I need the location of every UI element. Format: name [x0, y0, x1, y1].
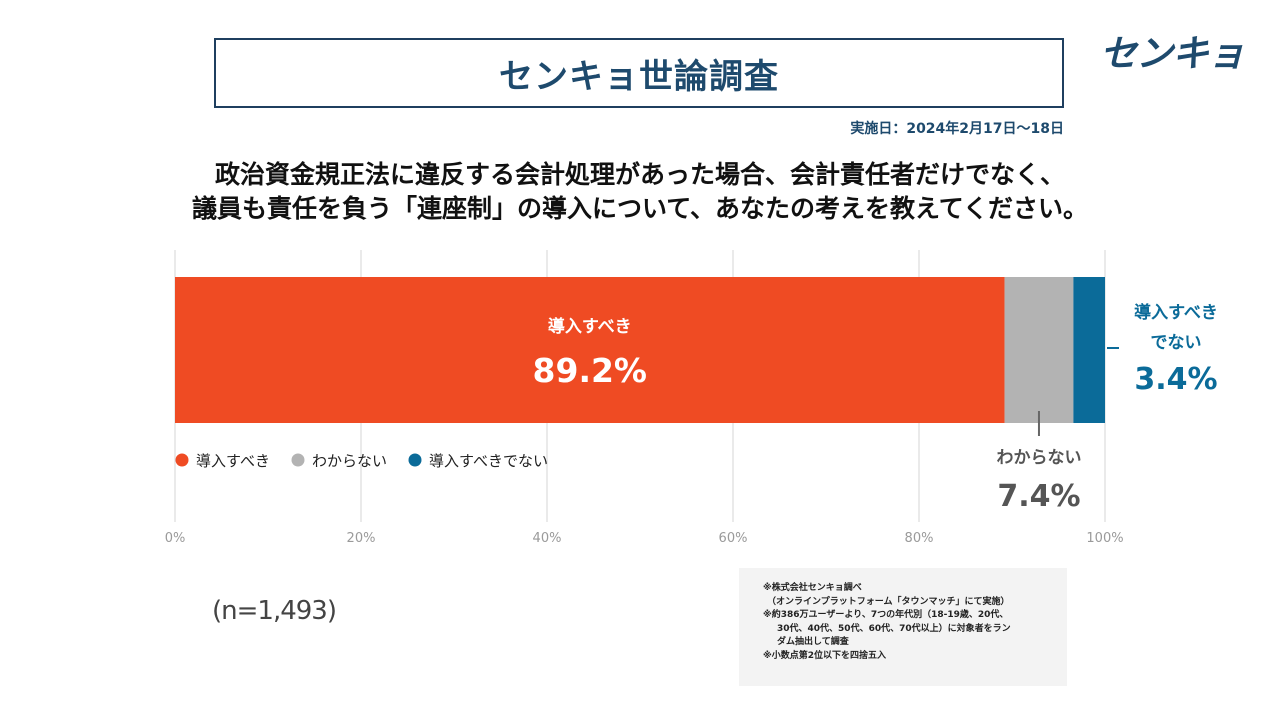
bar-segment-0 [175, 277, 1005, 423]
x-tick-label: 100% [1086, 531, 1123, 546]
note-line: （オンラインプラットフォーム「タウンマッチ」にて実施） [767, 596, 1010, 607]
unsure-value-label: 7.4% [997, 479, 1080, 514]
against-value-label: 3.4% [1134, 362, 1217, 397]
note-line: 30代、40代、50代、60代、70代以上）に対象者をラン [777, 623, 1011, 634]
question-line-1: 政治資金規正法に違反する会計処理があった場合、会計責任者だけでなく、 [214, 160, 1065, 189]
survey-date: 実施日：2024年2月17日〜18日 [850, 121, 1064, 137]
legend-label-0: 導入すべき [196, 452, 270, 470]
question-line-2: 議員も責任を負う「連座制」の導入について、あなたの考えを教えてください。 [191, 194, 1088, 223]
notes-box: ※株式会社センキョ調べ （オンラインプラットフォーム「タウンマッチ」にて実施） … [739, 568, 1067, 686]
legend-marker-0 [175, 453, 189, 467]
note-line: ※株式会社センキョ調べ [763, 583, 862, 593]
support-value-label: 89.2% [533, 351, 648, 390]
x-tick-label: 0% [165, 531, 186, 546]
against-name-label-2: でない [1151, 333, 1202, 353]
note-line: ※約386万ユーザーより、7つの年代別（18-19歳、20代、 [763, 610, 1009, 620]
legend-marker-2 [408, 453, 422, 467]
page-title: センキョ世論調査 [499, 56, 779, 97]
sample-size: (n=1,493) [212, 596, 337, 626]
senkyo-logo: センキョ [1100, 32, 1245, 75]
against-name-label-1: 導入すべき [1134, 302, 1218, 323]
support-name-label: 導入すべき [548, 316, 632, 337]
x-tick-label: 60% [719, 531, 748, 546]
legend-label-2: 導入すべきでない [429, 452, 548, 470]
survey-question: 政治資金規正法に違反する会計処理があった場合、会計責任者だけでなく、 議員も責任… [130, 158, 1150, 226]
legend-marker-1 [291, 453, 305, 467]
bar-segment-2 [1073, 277, 1105, 423]
x-tick-label: 20% [347, 531, 376, 546]
note-line: ※小数点第2位以下を四捨五入 [763, 650, 887, 661]
unsure-name-label: わからない [996, 448, 1081, 468]
note-line: ダム抽出して調査 [777, 637, 849, 647]
x-tick-label: 80% [905, 531, 934, 546]
bar-segment-1 [1004, 277, 1074, 423]
title-box: センキョ世論調査 [214, 38, 1064, 108]
legend-label-1: わからない [312, 452, 387, 470]
x-tick-label: 40% [533, 531, 562, 546]
